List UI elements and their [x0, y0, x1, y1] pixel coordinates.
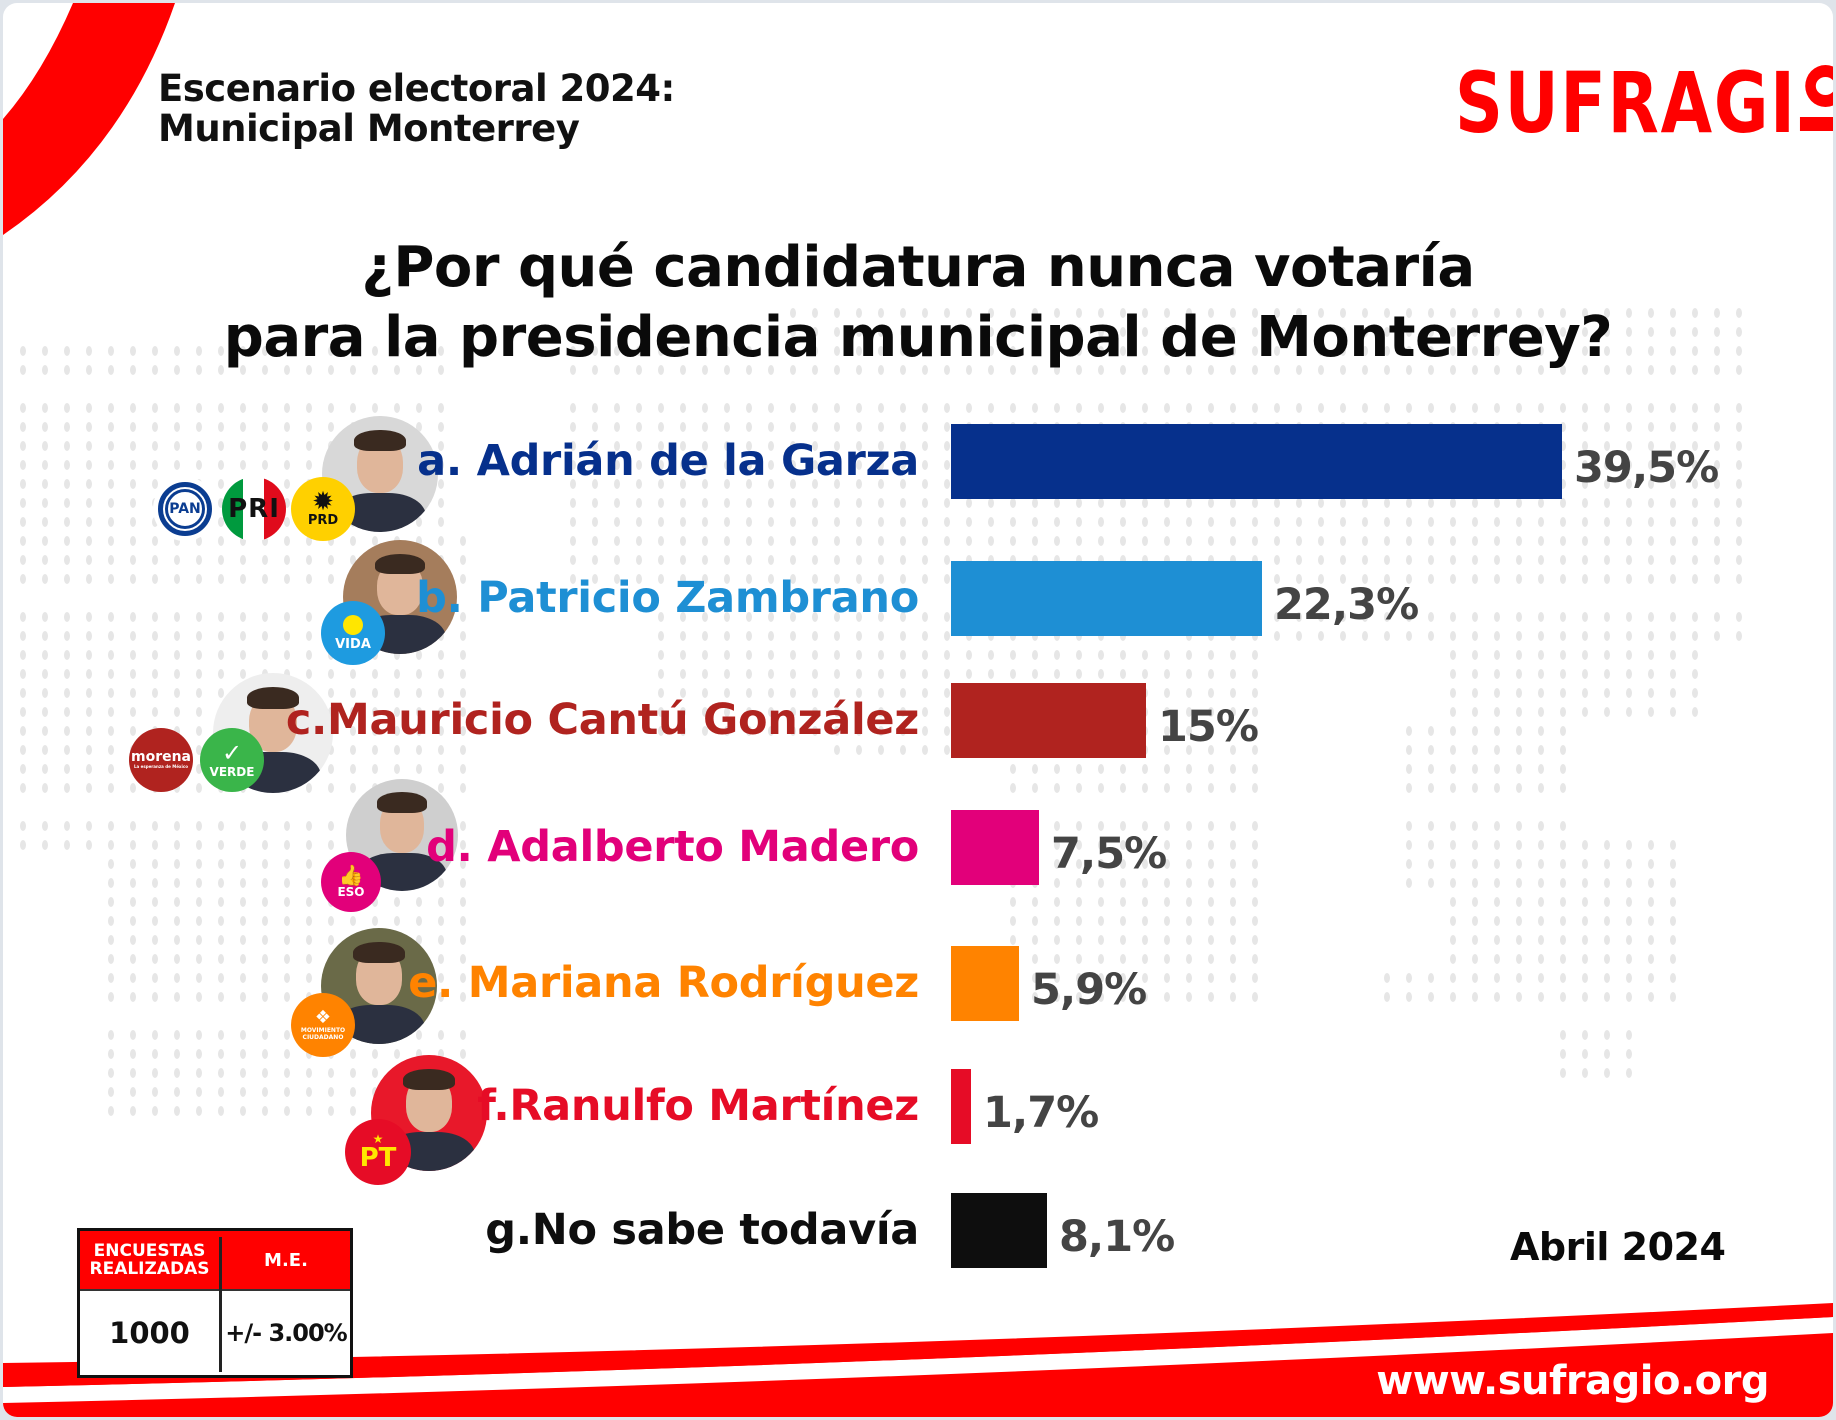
sufragio-logo: SUFRAGI: [1455, 61, 1833, 145]
bar: [951, 946, 1019, 1021]
prd-logo: ✹ PRD: [291, 477, 355, 541]
bar-value-label: 1,7%: [983, 1088, 1099, 1138]
verde-logo: ✓ VERDE: [200, 728, 264, 792]
bar-value-label: 39,5%: [1574, 443, 1719, 493]
website-url[interactable]: www.sufragio.org: [1376, 1358, 1769, 1404]
bar-value-label: 22,3%: [1274, 580, 1419, 630]
surveys-count: 1000: [109, 1316, 190, 1350]
bar: [951, 1193, 1047, 1268]
bar: [951, 424, 1562, 499]
bar: [951, 561, 1262, 636]
header-title: Escenario electoral 2024: Municipal Mont…: [158, 69, 675, 149]
bar-value-label: 7,5%: [1051, 829, 1167, 879]
morena-logo: morena La esperanza de México: [129, 728, 193, 792]
candidate-label: e. Mariana Rodríguez: [408, 958, 919, 1008]
candidate-label: c.Mauricio Cantú González: [285, 695, 919, 745]
infographic-card: Escenario electoral 2024: Municipal Mont…: [3, 3, 1833, 1417]
candidate-label: d. Adalberto Madero: [426, 822, 919, 872]
survey-info-table: ENCUESTAS REALIZADAS M.E. 1000 +/- 3.00%: [77, 1228, 353, 1378]
chart-title-line1: ¿Por qué candidatura nunca votaría: [361, 235, 1475, 300]
margin-error-header: M.E.: [264, 1249, 308, 1271]
candidate-label: b. Patricio Zambrano: [416, 573, 919, 623]
sufragio-logo-o-mark: [1800, 61, 1833, 131]
candidate-label: f.Ranulfo Martínez: [477, 1081, 919, 1131]
footer-red-band: [3, 1303, 1833, 1417]
surveys-header-line1: ENCUESTAS: [93, 1241, 206, 1261]
bar-value-label: 8,1%: [1059, 1212, 1175, 1262]
sufragio-logo-letters: SUFRAGI: [1455, 54, 1797, 152]
bar: [951, 810, 1039, 885]
bar: [951, 1069, 971, 1144]
candidate-label: g.No sabe todavía: [485, 1205, 919, 1255]
surveys-header-line2: REALIZADAS: [89, 1259, 210, 1279]
chart-title-line2: para la presidencia municipal de Monterr…: [223, 305, 1613, 370]
survey-table-header: [80, 1231, 350, 1291]
red-corner-arc: [3, 3, 175, 235]
surveys-header: ENCUESTAS REALIZADAS: [80, 1231, 219, 1289]
pan-logo: PAN: [153, 477, 217, 541]
table-divider: [219, 1237, 222, 1372]
candidate-label: a. Adrián de la Garza: [417, 436, 919, 486]
pri-logo: PRI: [222, 477, 286, 541]
bar: [951, 683, 1146, 758]
chart-title: ¿Por qué candidatura nunca votaría para …: [3, 233, 1833, 373]
eso-logo: 👍 ESO: [321, 852, 381, 912]
vida-logo: VIDA: [321, 601, 385, 665]
bar-value-label: 5,9%: [1031, 965, 1147, 1015]
header-title-line1: Escenario electoral 2024:: [158, 67, 675, 110]
movimiento-ciudadano-logo: ❖ MOVIMIENTO CIUDADANO: [291, 993, 355, 1057]
margin-error-value: +/- 3.00%: [225, 1319, 347, 1347]
survey-date: Abril 2024: [1510, 1225, 1726, 1269]
pt-logo: ★ PT: [345, 1119, 411, 1185]
bar-value-label: 15%: [1158, 702, 1259, 752]
header-title-line2: Municipal Monterrey: [158, 107, 580, 150]
